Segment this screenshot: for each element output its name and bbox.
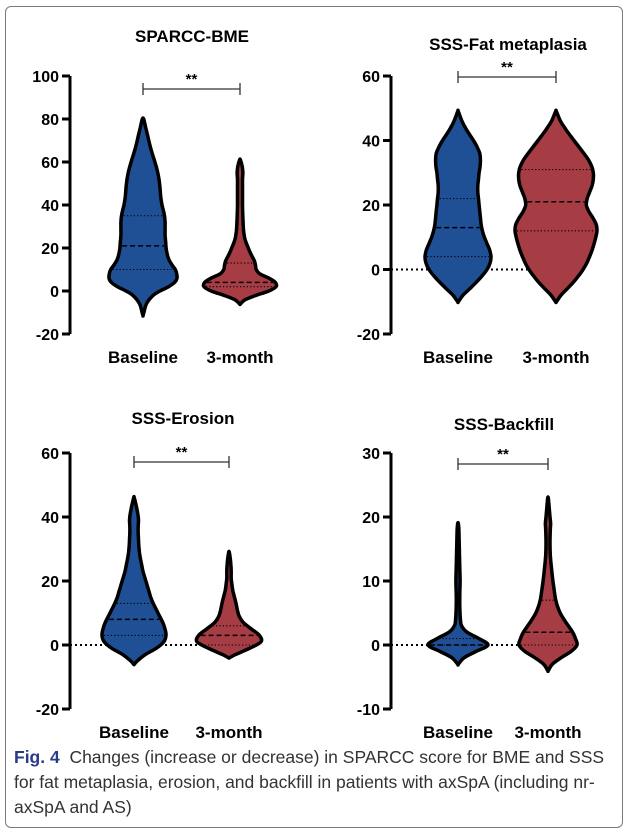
- violin-3-month: [513, 108, 599, 305]
- y-tick-label: -20: [357, 327, 380, 344]
- y-tick-label: 100: [32, 69, 59, 86]
- y-tick-label: -10: [357, 702, 380, 719]
- violin-3-month: [201, 157, 279, 307]
- y-tick-label: 60: [41, 155, 59, 172]
- y-tick-label: 30: [362, 446, 380, 463]
- y-tick-label: 20: [41, 574, 59, 591]
- panel-4: SSS-Backfill -10 0 10 20 30 Baseline 3-month **: [357, 415, 582, 740]
- y-tick-label: 10: [362, 574, 380, 591]
- x-category-label: Baseline: [99, 723, 169, 740]
- x-category-label: 3-month: [206, 348, 273, 367]
- caption-text: Changes (increase or decrease) in SPARCC…: [14, 747, 605, 817]
- panel-title: SSS-Fat metaplasia: [429, 35, 587, 54]
- panel-title: SSS-Backfill: [454, 415, 554, 434]
- significance-stars: **: [176, 444, 188, 461]
- y-tick-label: 0: [50, 638, 59, 655]
- y-tick-label: -20: [36, 702, 59, 719]
- x-category-label: Baseline: [108, 348, 178, 367]
- y-tick-label: 40: [362, 134, 380, 151]
- caption-label: Fig. 4: [14, 747, 60, 767]
- x-category-label: Baseline: [423, 723, 493, 740]
- violin-baseline: [100, 494, 168, 667]
- significance-stars: **: [497, 446, 509, 463]
- violin-baseline: [107, 116, 179, 318]
- y-tick-label: 20: [41, 241, 59, 258]
- y-tick-label: -20: [36, 327, 59, 344]
- y-tick-label: 0: [371, 263, 380, 280]
- y-tick-label: 60: [41, 446, 59, 463]
- violin-3-month: [194, 549, 264, 660]
- y-tick-label: 40: [41, 510, 59, 527]
- figure-caption: Fig. 4 Changes (increase or decrease) in…: [14, 745, 614, 820]
- x-category-label: 3-month: [195, 723, 262, 740]
- y-tick-label: 0: [50, 284, 59, 301]
- panel-title: SSS-Erosion: [132, 409, 235, 428]
- panel-1: SPARCC-BME -20 0 20 40 60 80 100 Baseline 3-month…: [32, 27, 279, 367]
- significance-stars: **: [186, 71, 198, 88]
- violin-baseline: [426, 520, 490, 667]
- significance-stars: **: [501, 59, 513, 76]
- y-tick-label: 0: [371, 638, 380, 655]
- y-tick-label: 40: [41, 198, 59, 215]
- panel-title: SPARCC-BME: [135, 27, 249, 46]
- violin-baseline: [423, 108, 493, 305]
- y-tick-label: 80: [41, 112, 59, 129]
- panel-2: SSS-Fat metaplasia -20 0 20 40 60 Baseline 3-mo…: [357, 35, 599, 367]
- x-category-label: 3-month: [514, 723, 581, 740]
- y-tick-label: 60: [362, 69, 380, 86]
- y-tick-label: 20: [362, 510, 380, 527]
- panel-3: SSS-Erosion -20 0 20 40 60 Baseline 3-month **: [36, 409, 264, 740]
- x-category-label: Baseline: [423, 348, 493, 367]
- y-tick-label: 20: [362, 198, 380, 215]
- figure-frame: [5, 6, 623, 828]
- x-category-label: 3-month: [522, 348, 589, 367]
- violin-3-month: [517, 495, 579, 674]
